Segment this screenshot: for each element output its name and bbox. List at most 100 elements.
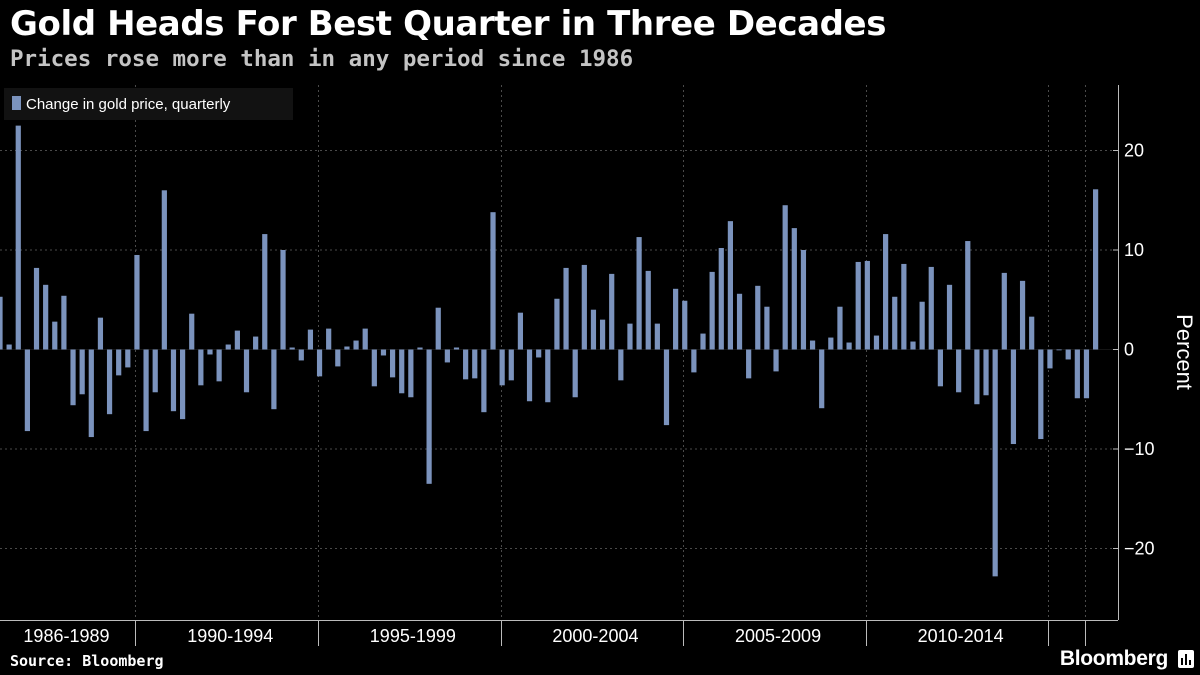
bar <box>572 349 578 398</box>
bar <box>718 248 724 350</box>
bar <box>216 349 222 382</box>
bar <box>1001 272 1007 350</box>
bar <box>298 349 304 361</box>
bar <box>61 295 67 350</box>
bar <box>408 349 414 398</box>
bar <box>682 300 688 350</box>
bar <box>417 347 423 350</box>
bar <box>892 296 898 350</box>
bar <box>727 221 733 350</box>
bar <box>0 296 3 350</box>
bar <box>791 228 797 350</box>
bar <box>399 349 405 394</box>
bar <box>928 266 934 350</box>
legend-label: Change in gold price, quarterly <box>26 96 231 113</box>
x-period-label: 1986-1989 <box>23 626 109 646</box>
bar <box>15 125 21 350</box>
source-note: Source: Bloomberg <box>10 652 164 670</box>
bar <box>883 234 889 350</box>
bar <box>855 261 861 350</box>
bar <box>280 250 286 350</box>
bar <box>152 349 158 393</box>
bar <box>307 329 314 350</box>
bar <box>289 347 295 350</box>
bar <box>873 335 880 350</box>
bar <box>198 349 204 386</box>
x-period-label: 2000-2004 <box>552 626 638 646</box>
bar <box>88 349 94 438</box>
bar <box>1038 349 1044 440</box>
y-tick-label: −10 <box>1124 439 1155 459</box>
bar <box>837 306 843 350</box>
bar <box>554 298 560 350</box>
bloomberg-terminal-icon <box>1178 650 1194 668</box>
bar <box>444 349 450 363</box>
bar <box>563 267 569 350</box>
bar <box>435 307 441 350</box>
bar <box>864 260 870 350</box>
bar <box>463 349 469 380</box>
bar <box>974 349 980 405</box>
bar <box>490 212 496 350</box>
bar <box>673 288 679 350</box>
bar <box>6 344 12 350</box>
bar <box>983 349 989 396</box>
bar <box>353 340 359 350</box>
bar <box>536 349 542 358</box>
bar <box>116 349 122 376</box>
bar <box>1010 349 1017 445</box>
bar <box>645 270 651 350</box>
bar <box>24 349 30 432</box>
bar <box>243 349 250 393</box>
bar <box>700 333 706 350</box>
bar <box>225 344 231 350</box>
bar <box>755 285 761 350</box>
bar <box>937 349 943 387</box>
chart-subtitle: Prices rose more than in any period sinc… <box>10 46 634 72</box>
y-tick-label: 20 <box>1124 141 1144 161</box>
bar <box>590 309 597 350</box>
bar <box>846 342 852 350</box>
bar <box>335 349 341 367</box>
bar <box>1083 349 1090 399</box>
bar <box>609 273 615 350</box>
bar <box>828 337 834 350</box>
y-tick-label: −20 <box>1124 539 1155 559</box>
y-tick-label: 0 <box>1124 340 1134 360</box>
bar <box>170 349 177 412</box>
bar <box>481 349 487 413</box>
bar <box>545 349 551 403</box>
bar <box>52 321 58 350</box>
bar <box>526 349 533 402</box>
bar <box>189 313 195 350</box>
bar <box>344 346 350 350</box>
bar <box>508 349 514 381</box>
bar <box>253 336 259 350</box>
bar <box>946 284 953 350</box>
bar <box>782 205 788 350</box>
bloomberg-logo: Bloomberg <box>1059 647 1168 670</box>
bar <box>43 284 49 350</box>
bar <box>956 349 962 393</box>
chart-title: Gold Heads For Best Quarter in Three Dec… <box>10 4 887 44</box>
x-period-label: 1995-1999 <box>370 626 456 646</box>
bar <box>809 340 816 350</box>
bar <box>773 349 779 372</box>
bar <box>371 349 377 387</box>
bar <box>207 349 213 355</box>
bar <box>965 241 971 350</box>
bar <box>380 349 387 356</box>
bar <box>499 349 505 386</box>
bar <box>800 250 807 350</box>
bar <box>627 323 633 350</box>
bar <box>709 271 715 350</box>
bar <box>79 349 85 395</box>
bar <box>453 347 460 350</box>
bar <box>1029 316 1035 350</box>
bar <box>746 349 752 379</box>
bar <box>819 349 825 409</box>
bar <box>143 349 149 432</box>
legend: Change in gold price, quarterly <box>4 88 293 120</box>
bar <box>234 330 240 350</box>
bar <box>1065 349 1071 360</box>
